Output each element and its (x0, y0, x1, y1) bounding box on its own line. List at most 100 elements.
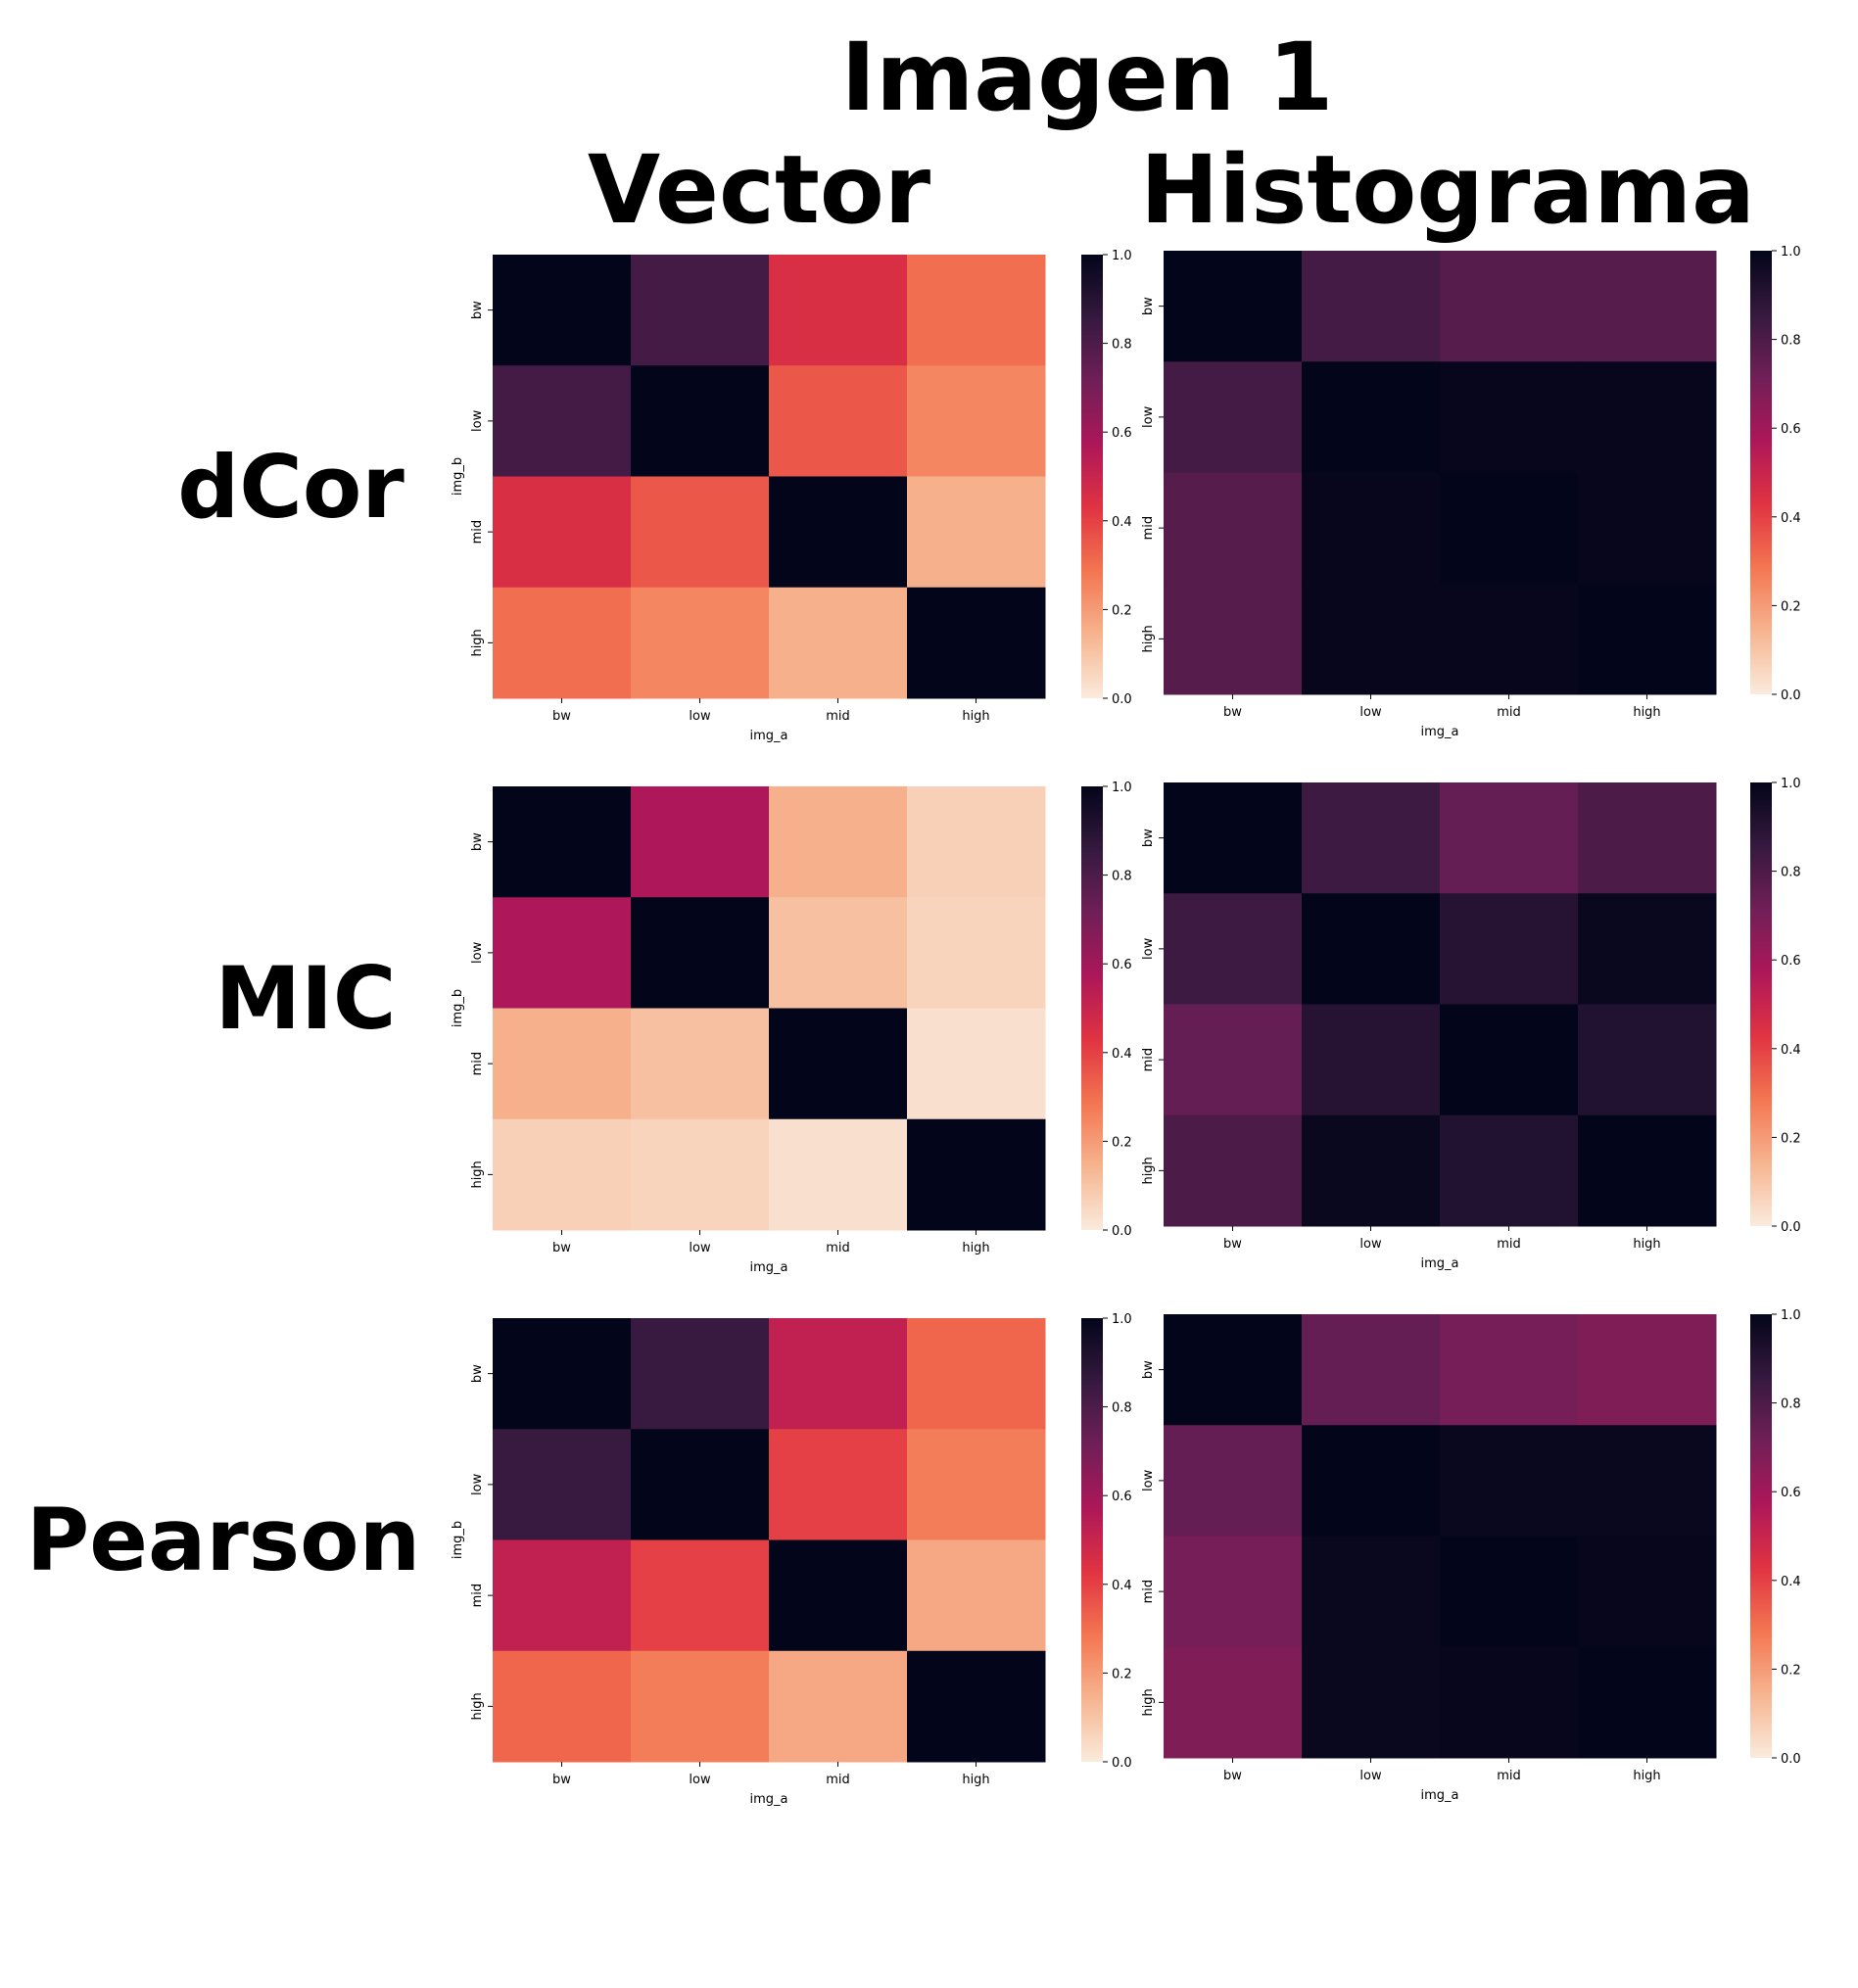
colorbar (1750, 782, 1772, 1226)
y-tick-label: mid (1141, 1048, 1156, 1072)
heatmap-cell (1440, 1004, 1579, 1116)
heatmap-cell (1164, 1425, 1303, 1537)
heatmap-dcor-histograma: bw low mid high bw low mid high img_a 0.0 0.2 0.4 0.… (1141, 245, 1801, 739)
x-axis-label: img_a (1421, 725, 1459, 739)
x-tick-label: bw (1223, 1769, 1242, 1783)
y-axis-label: img_b (451, 989, 465, 1027)
x-tick-label: low (689, 1773, 711, 1787)
row-label-pearson: Pearson (26, 1490, 420, 1590)
heatmap-cell (1578, 1004, 1717, 1116)
heatmap-cell (1578, 583, 1717, 695)
heatmap-cell (1440, 361, 1579, 473)
y-tick-label: high (1141, 625, 1156, 652)
x-tick-label: mid (1497, 1237, 1521, 1252)
y-tick-label: low (470, 409, 485, 432)
y-tick-label: low (470, 1473, 485, 1495)
colorbar-tick-label: 0.6 (1781, 422, 1801, 437)
colorbar-tick-label: 0.2 (1781, 1663, 1801, 1678)
heatmap-cell (1578, 1646, 1717, 1759)
y-tick-label: mid (1141, 516, 1156, 541)
colorbar-tick-label: 0.6 (1781, 1486, 1801, 1500)
colorbar-tick-label: 0.8 (1112, 1401, 1132, 1416)
column-label-histograma: Histograma (1140, 135, 1755, 245)
heatmap-cell (1302, 583, 1441, 695)
colorbar-tick-label: 0.8 (1781, 334, 1801, 349)
heatmap-cell (1302, 251, 1441, 362)
x-tick-label: low (1359, 705, 1382, 720)
heatmap-cell (631, 1539, 770, 1652)
colorbar-tick-label: 0.0 (1781, 1220, 1801, 1235)
x-axis-label: img_a (750, 1260, 788, 1275)
y-tick-label: bw (470, 1364, 485, 1383)
heatmap-cell (1440, 1114, 1579, 1227)
heatmap-cell (1302, 1314, 1441, 1426)
heatmap-cell (631, 255, 770, 366)
heatmap-cell (631, 1118, 770, 1231)
heatmap-cell (1164, 782, 1303, 894)
heatmap-cell (769, 897, 908, 1009)
heatmap-cell (493, 476, 632, 589)
x-tick-label: low (1359, 1237, 1382, 1252)
heatmap-cell (1302, 1425, 1441, 1537)
x-axis-label: img_a (750, 729, 788, 743)
y-tick-label: bw (470, 832, 485, 851)
heatmap-cell (631, 897, 770, 1009)
colorbar-tick-label: 0.4 (1781, 511, 1801, 526)
heatmap-cell (493, 1650, 632, 1763)
x-tick-label: bw (1223, 1237, 1242, 1252)
heatmap-cell (1302, 1646, 1441, 1759)
heatmap-cell (1164, 1314, 1303, 1426)
heatmap-cell (493, 587, 632, 699)
heatmap-cell (1164, 1646, 1303, 1759)
heatmap-cell (1164, 472, 1303, 585)
y-axis-label: img_b (451, 457, 465, 496)
colorbar-tick-label: 0.2 (1781, 599, 1801, 614)
colorbar-tick-label: 0.2 (1112, 1135, 1132, 1150)
heatmap-cell (1440, 1314, 1579, 1426)
y-tick-label: mid (1141, 1580, 1156, 1604)
row-label-mic: MIC (215, 948, 397, 1049)
heatmap-cell (1578, 893, 1717, 1005)
heatmap-pearson-histograma: bw low mid high bw low mid high img_a 0.0 0.2 0.4 0.… (1141, 1308, 1801, 1803)
heatmap-cell (1578, 472, 1717, 585)
heatmap-cell (769, 1008, 908, 1120)
heatmap-cell (1440, 472, 1579, 585)
y-tick-label: low (1141, 937, 1156, 960)
x-axis-label: img_a (750, 1792, 788, 1807)
heatmap-cell (493, 1318, 632, 1430)
colorbar (1750, 1314, 1772, 1758)
heatmap-cell (1578, 1114, 1717, 1227)
heatmap-cell (1302, 1114, 1441, 1227)
colorbar-tick-label: 0.0 (1112, 1224, 1132, 1239)
heatmap-cell (1578, 1425, 1717, 1537)
heatmap-cell (769, 1118, 908, 1231)
heatmap-cell (1302, 361, 1441, 473)
heatmap-cell (493, 255, 632, 366)
heatmap-cell (1440, 251, 1579, 362)
heatmap-cell (907, 1318, 1046, 1430)
heatmap-cell (1440, 583, 1579, 695)
x-tick-label: high (962, 1241, 989, 1255)
colorbar-tick-label: 0.0 (1781, 1752, 1801, 1767)
heatmap-cell (1164, 1536, 1303, 1648)
y-tick-label: high (470, 1160, 485, 1188)
y-tick-label: mid (470, 520, 485, 544)
heatmap-mic-vector: bw low mid high bw low mid high img_a img_b 0.0 0.2… (451, 781, 1132, 1275)
heatmap-cell (631, 1008, 770, 1120)
heatmap-cell (1578, 1536, 1717, 1648)
heatmap-cell (1164, 583, 1303, 695)
x-tick-label: bw (552, 1773, 571, 1787)
x-tick-label: high (1633, 1237, 1660, 1252)
heatmap-cell (769, 1318, 908, 1430)
colorbar (1081, 255, 1103, 698)
y-tick-label: high (470, 629, 485, 656)
colorbar-tick-label: 0.2 (1112, 1667, 1132, 1681)
colorbar-tick-label: 0.0 (1112, 1756, 1132, 1771)
heatmap-cell (1302, 472, 1441, 585)
colorbar-tick-label: 0.0 (1112, 692, 1132, 707)
heatmap-cell (1302, 893, 1441, 1005)
heatmap-cell (769, 255, 908, 366)
heatmap-cell (769, 1650, 908, 1763)
x-tick-label: bw (552, 709, 571, 724)
